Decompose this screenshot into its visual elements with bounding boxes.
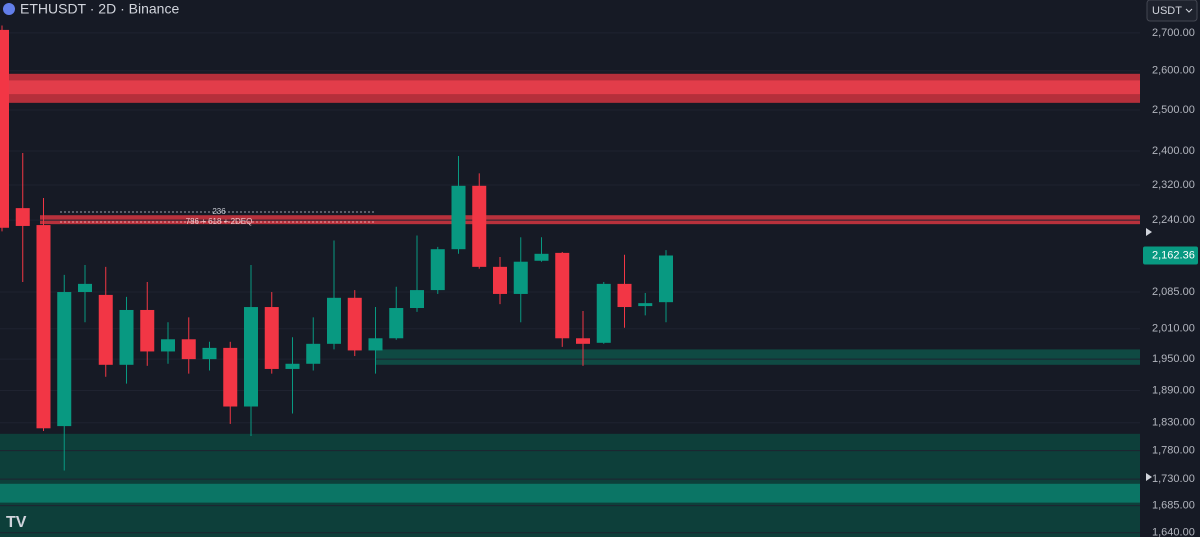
y-tick-label: 2,600.00 [1152, 65, 1195, 77]
annotation: 236 [212, 207, 226, 216]
coin-icon [3, 3, 15, 15]
candle-body [161, 339, 175, 352]
grid [0, 32, 1140, 534]
candle-body [264, 307, 279, 369]
y-tick-label: 2,085.00 [1152, 286, 1195, 298]
candle-body [119, 309, 134, 365]
y-tick-label: 1,685.00 [1152, 499, 1195, 511]
y-tick-label: 2,320.00 [1152, 179, 1195, 191]
zone [8, 80, 1145, 95]
zone [0, 483, 1145, 503]
last-price-box [1143, 246, 1198, 265]
candles [0, 25, 673, 471]
candle-body [659, 255, 673, 303]
zone [375, 349, 1145, 365]
candle-body [57, 292, 72, 427]
y-tick-label: 1,640.00 [1152, 527, 1195, 537]
currency-label[interactable]: USDT [1152, 5, 1182, 17]
chart-title: ETHUSDT · 2D · Binance [20, 1, 179, 17]
y-tick-label: 2,010.00 [1152, 323, 1195, 335]
candle-body [140, 309, 155, 352]
candle-body [368, 338, 383, 351]
y-tick-label: 1,730.00 [1152, 473, 1195, 485]
price-axis [1140, 0, 1200, 537]
candle-body [36, 225, 51, 429]
candle-body [617, 283, 632, 308]
candle-body [472, 185, 487, 267]
candle-body [576, 338, 590, 344]
candle-body [223, 347, 238, 407]
candle-body [451, 185, 466, 250]
y-tick-label: 1,890.00 [1152, 384, 1195, 396]
candle-body [638, 303, 653, 307]
dropdown-arrow[interactable] [1185, 8, 1193, 13]
logo: TV [6, 514, 27, 531]
candle-body [15, 208, 30, 226]
y-tick-label: 2,500.00 [1152, 104, 1195, 116]
candle-body [98, 294, 113, 365]
y-tick-label: 1,780.00 [1152, 444, 1195, 456]
candle-body [347, 297, 362, 351]
candle-body [327, 297, 341, 344]
candle-body [493, 266, 507, 294]
candle-body [244, 307, 258, 407]
candle-body [534, 253, 549, 261]
candle-body [78, 283, 92, 293]
annotation: 786 + 618 + 2DEQ [186, 217, 253, 226]
y-tick-label: 2,700.00 [1152, 27, 1195, 39]
axis: 2,700.00 2,600.00 2,500.00 2,400.00 2,320.00… [1143, 27, 1198, 537]
candle-body [202, 347, 217, 360]
candle-body [513, 261, 528, 294]
marker [1146, 473, 1152, 481]
candle-body [0, 29, 9, 228]
last-price-label: 2,162.36 [1152, 249, 1195, 261]
y-tick-label: 1,830.00 [1152, 417, 1195, 429]
candle-body [285, 363, 300, 369]
candle-body [596, 283, 611, 343]
candle-body [306, 343, 321, 364]
y-tick-label: 2,240.00 [1152, 214, 1195, 226]
y-tick-label: 1,950.00 [1152, 353, 1195, 365]
candle-body [410, 290, 424, 309]
candle-body [555, 252, 570, 339]
candle-body [430, 249, 445, 291]
marker [1146, 228, 1152, 236]
y-tick-label: 2,400.00 [1152, 145, 1195, 157]
currency-button[interactable] [1146, 0, 1198, 22]
candle-body [389, 308, 404, 339]
candle-body [181, 339, 196, 360]
